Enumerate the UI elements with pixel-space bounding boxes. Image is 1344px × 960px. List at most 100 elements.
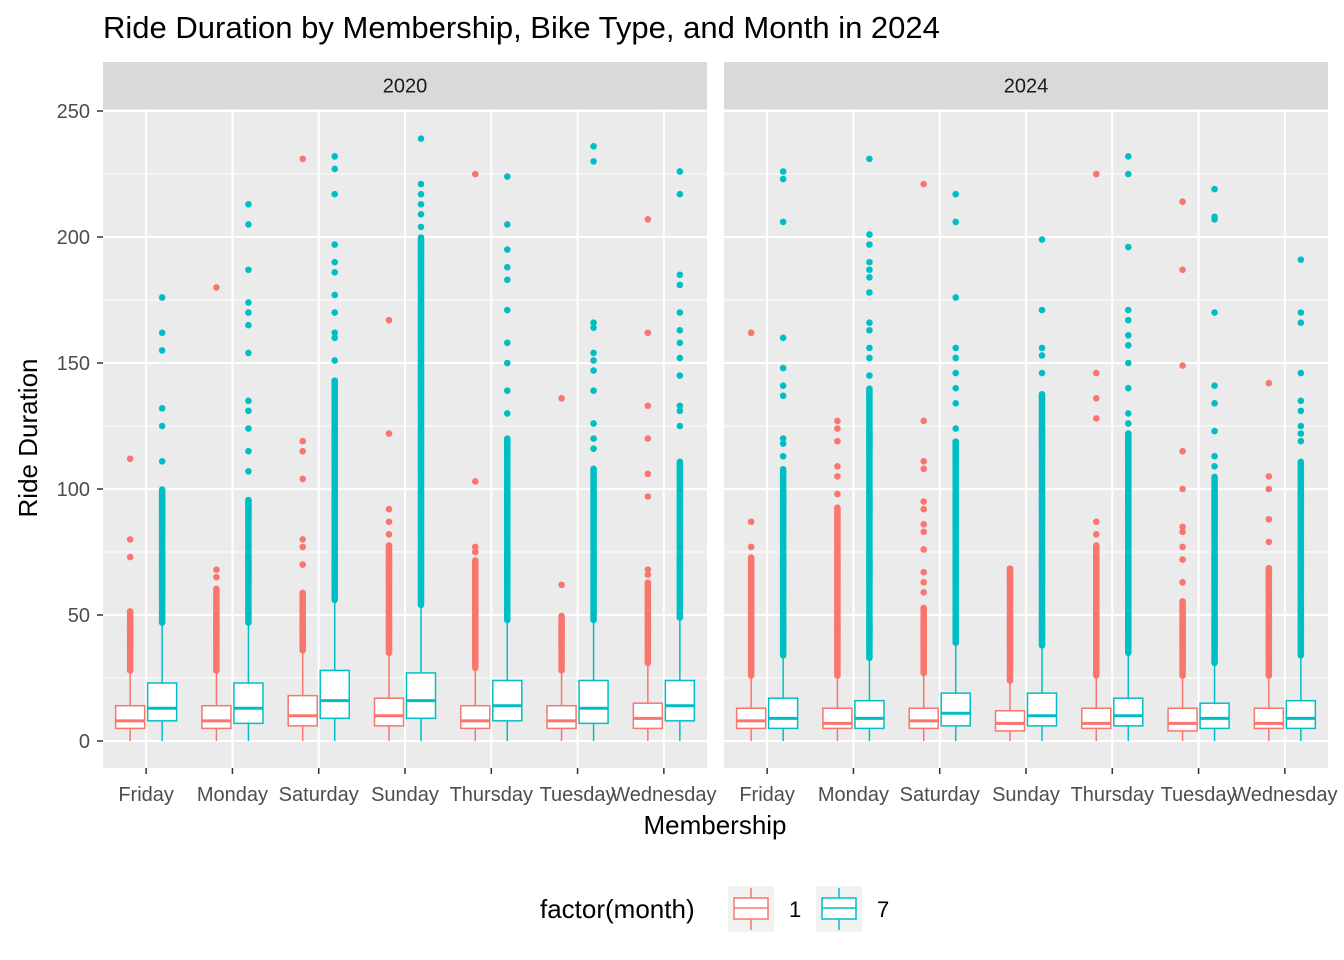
box-iqr [1113,697,1144,727]
outlier-point [866,231,873,238]
outlier-point [1179,266,1186,274]
facet-strip [103,62,707,109]
outlier-point [1124,410,1132,417]
outlier-point [331,329,339,337]
outlier-point [920,457,928,465]
outlier-point [834,473,841,480]
box-2020-Saturday-1 [287,155,318,741]
outlier-point [1179,447,1186,455]
outlier-point [834,417,841,425]
outlier-point [503,173,511,180]
outlier-point [1179,198,1186,206]
outlier-point [126,608,134,615]
box-iqr [664,679,696,722]
box-2024-Thursday-7 [1113,153,1144,741]
outlier-point [1179,362,1186,369]
outlier-point [644,329,652,337]
box-iqr [114,704,146,730]
outlier-point [779,364,787,372]
outlier-point [1297,256,1305,263]
outlier-point [158,294,166,301]
outlier-point [1265,473,1273,480]
outlier-point [952,190,960,198]
outlier-point [299,589,307,597]
x-tick-label: Monday [197,784,268,806]
outlier-point [158,486,166,493]
outlier-point [1179,556,1186,563]
outlier-point [245,496,252,504]
outlier-point [676,407,684,415]
outlier-point [1297,309,1305,316]
x-axis-title: Membership [643,810,786,840]
box-iqr [822,707,853,730]
outlier-point [331,258,339,266]
outlier-point [1038,236,1046,243]
outlier-point [385,430,393,437]
box-iqr [578,679,609,725]
outlier-point [779,435,787,442]
outlier-point [331,165,339,173]
outlier-point [245,425,252,432]
outlier-point [866,155,873,163]
outlier-point [245,397,252,405]
outlier-point [676,281,684,289]
y-tick-label: 150 [57,353,90,375]
y-axis-title: Ride Duration [13,359,43,518]
outlier-point [779,452,787,460]
outlier-point [417,200,425,208]
outlier-point [590,465,597,473]
x-tick-label: Wednesday [611,784,716,806]
outlier-point [920,528,928,536]
outlier-point [920,546,928,553]
box-iqr [287,694,318,727]
outlier-point [1297,407,1305,415]
outlier-point [1124,153,1132,160]
outlier-point [779,466,787,473]
outlier-point [1124,316,1132,324]
x-tick-label: Sunday [371,784,439,806]
outlier-point [779,440,787,447]
outlier-point [1211,473,1218,481]
outlier-point [417,135,425,143]
y-tick-label: 100 [57,479,90,501]
outlier-point [920,604,928,612]
box-iqr [1081,707,1112,730]
outlier-point [1211,185,1218,193]
outlier-point [866,258,873,266]
box-iqr [908,707,939,730]
box-2020-Wednesday-1 [632,216,664,741]
outlier-point [1092,518,1100,526]
outlier-point [590,435,597,442]
outlier-point [1211,309,1218,316]
box-iqr [373,697,405,727]
y-tick-label: 250 [57,101,90,123]
outlier-point [471,170,479,178]
outlier-point [866,372,873,379]
outlier-point [385,531,393,538]
outlier-point [676,422,684,430]
box-2024-Friday-1 [735,329,767,741]
outlier-point [590,142,597,150]
outlier-point [1124,359,1132,367]
outlier-point [590,349,597,357]
outlier-point [1211,427,1218,435]
outlier-point [952,384,960,392]
outlier-point [920,505,928,513]
outlier-point [331,291,339,299]
outlier-point [503,410,511,417]
box-2020-Sunday-1 [373,316,405,741]
outlier-point [1179,523,1186,531]
outlier-point [558,394,565,402]
outlier-point [952,438,960,445]
box-2020-Friday-1 [114,455,146,741]
outlier-point [676,458,684,466]
outlier-point [503,263,511,271]
outlier-point [1265,515,1273,523]
outlier-point [747,543,755,551]
outlier-point [299,437,307,445]
outlier-point [1297,430,1305,437]
outlier-point [920,578,928,586]
box-2024-Sunday-7 [1026,236,1058,741]
outlier-point [331,190,339,198]
outlier-point [590,158,597,165]
